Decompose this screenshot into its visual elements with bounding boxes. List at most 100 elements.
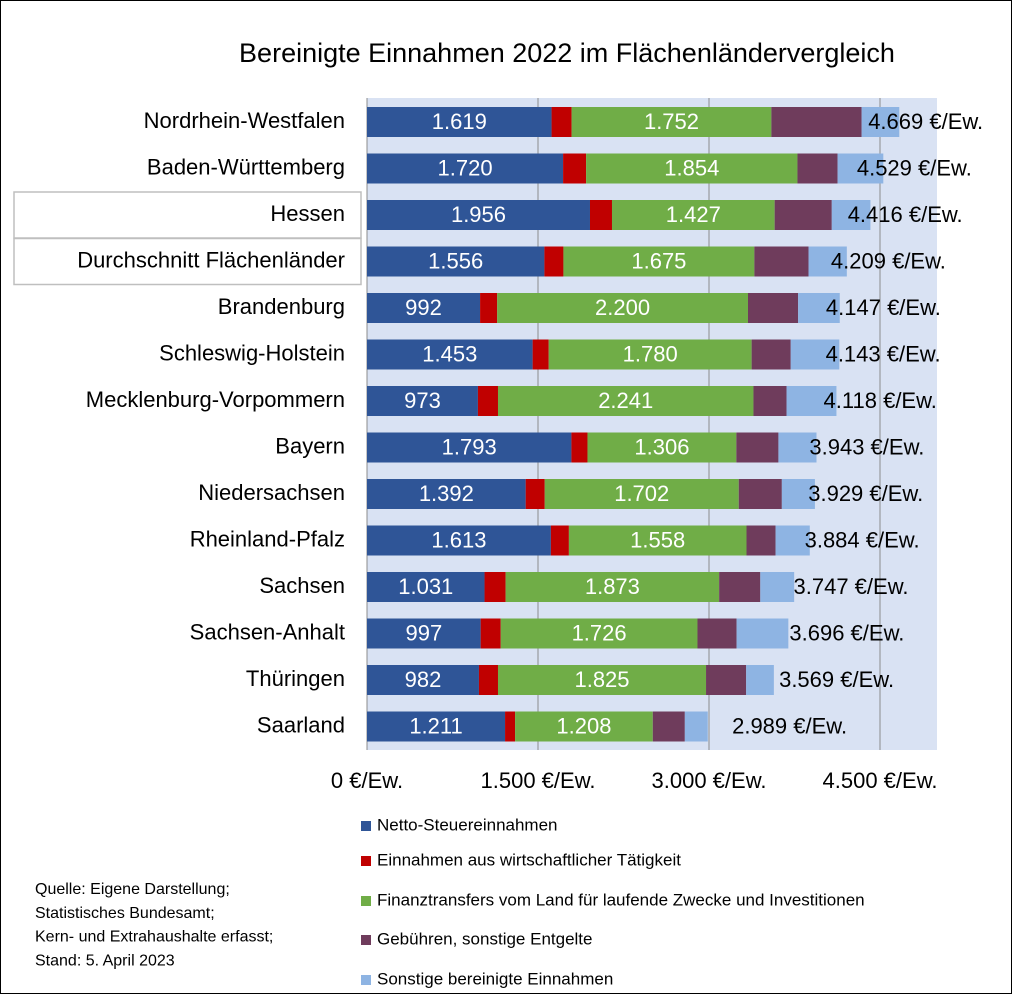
- y-tick-label: Bayern: [275, 433, 345, 458]
- legend-swatch: [361, 856, 371, 866]
- bar-segment: [497, 665, 707, 695]
- total-label: 4.147 €/Ew.: [826, 295, 941, 320]
- data-label: 2.241: [598, 388, 653, 413]
- bar-segment: [775, 525, 810, 556]
- data-label: 1.208: [556, 713, 611, 738]
- bar-segment: [367, 293, 481, 323]
- y-tick-label: Mecklenburg-Vorpommern: [86, 387, 345, 412]
- data-label: 2.200: [595, 295, 650, 320]
- total-label: 3.943 €/Ew.: [809, 434, 924, 459]
- x-tick-label: 1.500 €/Ew.: [481, 768, 596, 793]
- bar-segment: [484, 572, 506, 602]
- bar-segment: [367, 665, 479, 695]
- bar-segment: [719, 572, 761, 602]
- source-note: Quelle: Eigene Darstellung;: [35, 881, 230, 898]
- y-tick-label: Nordrhein-Westfalen: [144, 108, 345, 133]
- bar-segment: [367, 386, 478, 416]
- total-label: 4.143 €/Ew.: [826, 341, 941, 366]
- source-note: Stand: 5. April 2023: [35, 952, 175, 969]
- bar-segment: [525, 479, 545, 509]
- legend-label: Netto-Steuereinnahmen: [377, 815, 558, 834]
- bar-segment: [736, 432, 779, 463]
- legend-label: Sonstige bereinigte Einnahmen: [377, 969, 613, 988]
- total-label: 4.416 €/Ew.: [848, 202, 963, 227]
- bar-segment: [837, 153, 884, 184]
- data-label: 997: [405, 620, 442, 645]
- bar-segment: [697, 618, 737, 649]
- bar-segment: [589, 200, 612, 230]
- source-note: Statistisches Bundesamt;: [35, 905, 215, 922]
- x-tick-label: 3.000 €/Ew.: [652, 768, 767, 793]
- total-label: 2.989 €/Ew.: [732, 713, 847, 738]
- bar-segment: [367, 618, 481, 649]
- total-label: 4.529 €/Ew.: [857, 155, 972, 180]
- data-label: 1.306: [634, 434, 689, 459]
- bar-segment: [367, 572, 485, 602]
- bar-segment: [367, 339, 533, 370]
- y-tick-label: Schleswig-Holstein: [159, 340, 345, 365]
- bar-segment: [367, 432, 572, 463]
- data-label: 982: [405, 667, 442, 692]
- data-label: 1.956: [451, 202, 506, 227]
- bar-segment: [367, 153, 564, 184]
- bar-segment: [544, 479, 739, 509]
- data-label: 1.780: [623, 341, 678, 366]
- bar-segment: [781, 479, 815, 509]
- data-label: 1.427: [666, 202, 721, 227]
- bar-segment: [684, 711, 708, 742]
- bar-segment: [774, 200, 832, 230]
- bar-segment: [367, 200, 590, 230]
- y-tick-label: Rheinland-Pfalz: [190, 526, 345, 551]
- data-label: 1.793: [442, 434, 497, 459]
- data-label: 1.873: [585, 574, 640, 599]
- bar-segment: [505, 711, 516, 742]
- bar-segment: [480, 293, 498, 323]
- chart-title: Bereinigte Einnahmen 2022 im Flächenländ…: [239, 38, 895, 68]
- data-label: 1.392: [419, 481, 474, 506]
- x-tick-label: 0 €/Ew.: [331, 768, 403, 793]
- bar-segment: [652, 711, 685, 742]
- data-label: 1.720: [438, 155, 493, 180]
- bar-segment: [551, 107, 572, 137]
- bar-segment: [497, 386, 754, 416]
- bar-segment: [760, 572, 795, 602]
- data-label: 1.702: [614, 481, 669, 506]
- bar-segment: [532, 339, 549, 370]
- data-label: 1.825: [574, 667, 629, 692]
- y-tick-label: Sachsen-Anhalt: [190, 619, 345, 644]
- bar-segment: [563, 153, 587, 184]
- legend-label: Gebühren, sonstige Entgelte: [377, 929, 592, 948]
- bar-segment: [746, 525, 776, 556]
- y-tick-label: Saarland: [257, 712, 345, 737]
- bar-segment: [550, 525, 569, 556]
- data-label: 973: [404, 388, 441, 413]
- data-label: 1.031: [398, 574, 453, 599]
- bar-segment: [587, 432, 737, 463]
- total-label: 3.696 €/Ew.: [789, 620, 904, 645]
- bar-segment: [548, 339, 752, 370]
- y-tick-label: Sachsen: [259, 573, 345, 598]
- data-label: 1.752: [644, 109, 699, 134]
- bar-segment: [771, 107, 862, 137]
- total-label: 3.569 €/Ew.: [779, 667, 894, 692]
- bar-segment: [797, 153, 838, 184]
- data-label: 1.675: [631, 248, 686, 273]
- bar-segment: [563, 246, 755, 277]
- bar-segment: [500, 618, 698, 649]
- bar-segment: [367, 246, 545, 277]
- data-label: 1.726: [572, 620, 627, 645]
- y-tick-label: Thüringen: [246, 666, 345, 691]
- bar-segment: [477, 386, 498, 416]
- data-label: 1.556: [428, 248, 483, 273]
- legend-swatch: [361, 975, 371, 985]
- data-label: 1.453: [422, 341, 477, 366]
- bar-segment: [798, 293, 840, 323]
- bar-segment: [571, 107, 772, 137]
- bar-segment: [497, 293, 748, 323]
- total-label: 3.884 €/Ew.: [805, 527, 920, 552]
- data-label: 1.854: [664, 155, 719, 180]
- bar-segment: [515, 711, 653, 742]
- y-tick-label: Durchschnitt Flächenländer: [77, 247, 345, 272]
- category-highlight-box: [13, 237, 362, 286]
